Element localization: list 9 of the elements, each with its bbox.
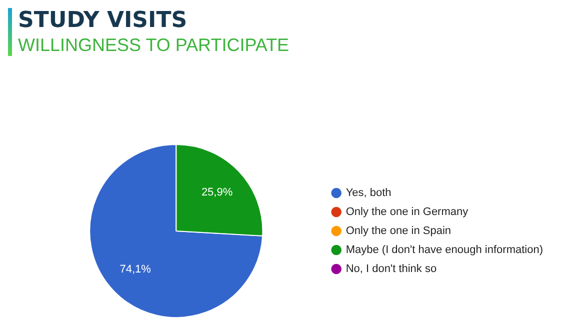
chart-subtitle: WILLINGNESS TO PARTICIPATE: [18, 34, 290, 56]
chart-title: STUDY VISITS: [18, 8, 188, 34]
legend-label: Only the one in Spain: [346, 225, 452, 238]
legend-label: No, I don't think so: [346, 263, 437, 276]
data-label: 25,9%: [201, 186, 233, 198]
legend-label: Yes, both: [346, 187, 392, 200]
data-label: 74,1%: [120, 264, 152, 276]
legend-label: Only the one in Germany: [346, 206, 469, 218]
legend-label: Maybe (I don't have enough information): [346, 244, 544, 256]
